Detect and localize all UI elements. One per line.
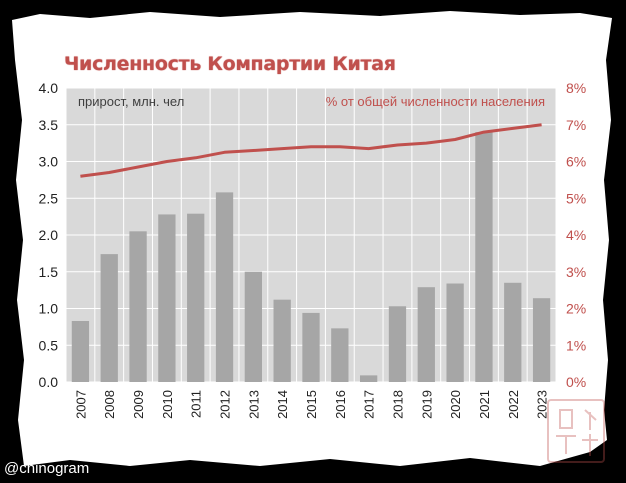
x-tick-label: 2013 — [246, 390, 261, 419]
y-left-tick-label: 2.0 — [39, 227, 59, 243]
x-tick-label: 2009 — [131, 390, 146, 419]
bar — [360, 375, 378, 382]
y-right-tick-label: 5% — [566, 190, 586, 206]
x-tick-label: 2022 — [506, 390, 521, 419]
x-tick-label: 2010 — [160, 390, 175, 419]
x-tick-label: 2011 — [189, 390, 204, 418]
bar — [273, 299, 291, 382]
y-left-tick-label: 0.0 — [39, 374, 59, 390]
y-left-tick-label: 0.5 — [39, 337, 59, 353]
bar — [446, 283, 464, 382]
y-right-tick-label: 6% — [566, 154, 586, 170]
chart-title: Численность Компартии Китая — [64, 53, 396, 75]
y-left-tick-label: 4.0 — [39, 80, 59, 96]
left-series-label: прирост, млн. чел — [78, 94, 184, 109]
y-right-tick-label: 7% — [566, 117, 586, 133]
bar — [100, 254, 118, 382]
y-left-tick-label: 3.0 — [39, 154, 59, 170]
watermark-seal — [547, 399, 605, 463]
x-tick-label: 2020 — [448, 390, 463, 419]
series-line — [80, 123, 542, 178]
y-left-tick-label: 1.5 — [39, 264, 59, 280]
x-tick-label: 2021 — [477, 390, 492, 419]
bar — [187, 213, 205, 382]
bar — [388, 306, 407, 382]
x-tick-label: 2023 — [535, 390, 550, 419]
bar — [215, 192, 234, 382]
bar — [158, 214, 176, 382]
x-tick-label: 2016 — [333, 390, 348, 419]
x-tick-label: 2018 — [391, 390, 406, 419]
bar — [504, 282, 522, 382]
y-right-tick-label: 8% — [566, 80, 586, 96]
bar — [129, 231, 147, 382]
author-handle: @chinogram — [4, 460, 90, 477]
x-tick-label: 2017 — [362, 390, 377, 419]
y-left-tick-label: 3.5 — [39, 117, 59, 133]
x-tick-label: 2014 — [275, 390, 290, 419]
y-left-tick-label: 1.0 — [39, 301, 59, 317]
x-tick-label: 2008 — [102, 390, 117, 419]
bar — [302, 312, 320, 382]
bar — [71, 320, 90, 382]
y-right-tick-label: 1% — [566, 337, 586, 353]
y-right-tick-label: 3% — [566, 264, 586, 280]
x-tick-label: 2015 — [304, 390, 319, 419]
bar — [532, 298, 551, 382]
y-left-tick-label: 2.5 — [39, 190, 59, 206]
x-tick-label: 2007 — [73, 390, 88, 419]
bar — [244, 271, 262, 382]
bar — [331, 328, 349, 382]
bar — [475, 132, 493, 382]
x-tick-label: 2019 — [419, 390, 434, 419]
x-tick-label: 2012 — [218, 390, 233, 419]
bar — [417, 287, 435, 382]
y-right-tick-label: 0% — [566, 374, 586, 390]
y-right-tick-label: 4% — [566, 227, 586, 243]
right-series-label: % от общей численности населения — [326, 94, 545, 109]
y-right-tick-label: 2% — [566, 301, 586, 317]
